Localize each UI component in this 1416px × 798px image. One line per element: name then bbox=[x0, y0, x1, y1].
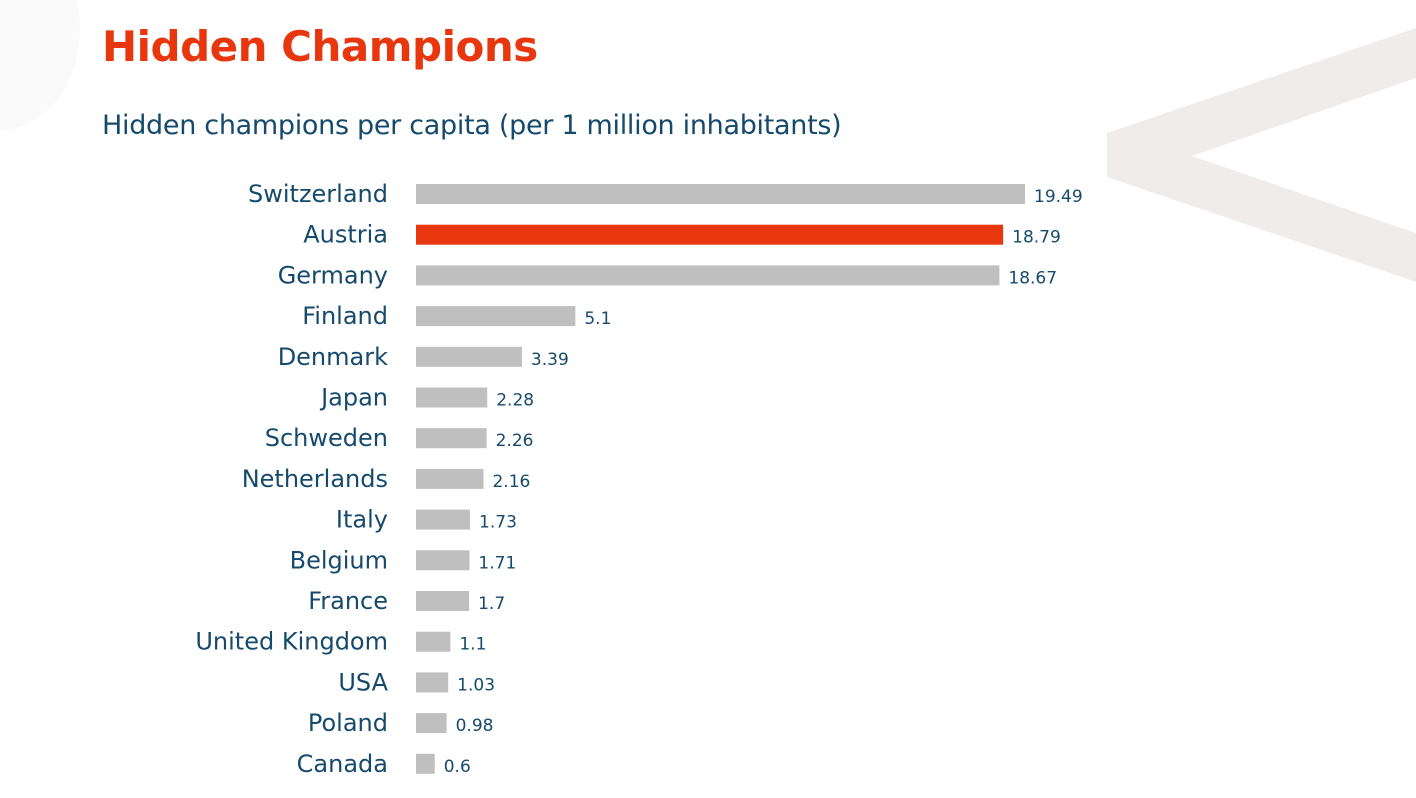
bar-canada bbox=[416, 753, 435, 774]
bar-switzerland bbox=[416, 184, 1025, 204]
category-label: USA bbox=[338, 668, 388, 696]
bar-austria bbox=[416, 224, 1004, 245]
category-label: Finland bbox=[302, 302, 388, 330]
page-title: Hidden Champions bbox=[102, 22, 538, 71]
category-label: Germany bbox=[278, 261, 388, 289]
bar-schweden bbox=[416, 428, 487, 449]
value-label: 3.39 bbox=[531, 350, 569, 370]
value-label: 2.16 bbox=[492, 472, 530, 492]
bar-usa bbox=[416, 672, 449, 693]
value-label: 1.71 bbox=[478, 553, 516, 573]
value-label: 1.1 bbox=[459, 635, 486, 655]
value-label: 0.98 bbox=[456, 716, 494, 736]
value-label: 2.26 bbox=[496, 431, 534, 451]
value-label: 0.6 bbox=[444, 757, 471, 777]
value-label: 1.03 bbox=[457, 675, 495, 695]
value-label: 1.73 bbox=[479, 513, 517, 533]
bar-japan bbox=[416, 387, 488, 408]
chevron-decoration bbox=[1107, 28, 1416, 282]
category-label: Canada bbox=[297, 750, 388, 778]
category-label: Belgium bbox=[290, 546, 388, 574]
category-label: Italy bbox=[336, 506, 388, 534]
value-label: 5.1 bbox=[584, 309, 611, 329]
bar-poland bbox=[416, 713, 447, 734]
category-label: United Kingdom bbox=[195, 628, 388, 656]
category-label: Poland bbox=[308, 709, 388, 737]
category-label: Netherlands bbox=[242, 465, 388, 493]
corner-decoration bbox=[0, 0, 80, 130]
value-label: 1.7 bbox=[478, 594, 505, 614]
value-label: 18.79 bbox=[1012, 228, 1061, 248]
bar-germany bbox=[416, 265, 1000, 286]
bar-netherlands bbox=[416, 468, 484, 489]
bar-italy bbox=[416, 509, 471, 530]
value-label: 19.49 bbox=[1034, 187, 1083, 207]
bar-denmark bbox=[416, 346, 522, 367]
category-label: Japan bbox=[319, 384, 388, 412]
category-label: Austria bbox=[303, 221, 388, 249]
value-label: 18.67 bbox=[1008, 268, 1057, 288]
category-label: Schweden bbox=[265, 424, 388, 452]
bar-france bbox=[416, 591, 470, 611]
bar-united-kingdom bbox=[416, 631, 451, 652]
chart-subtitle: Hidden champions per capita (per 1 milli… bbox=[102, 110, 842, 141]
value-label: 2.28 bbox=[496, 391, 534, 411]
bar-belgium bbox=[416, 550, 470, 571]
category-label: Denmark bbox=[278, 343, 388, 371]
category-label: Switzerland bbox=[248, 180, 388, 208]
category-label: France bbox=[308, 587, 388, 615]
bar-finland bbox=[416, 306, 576, 327]
